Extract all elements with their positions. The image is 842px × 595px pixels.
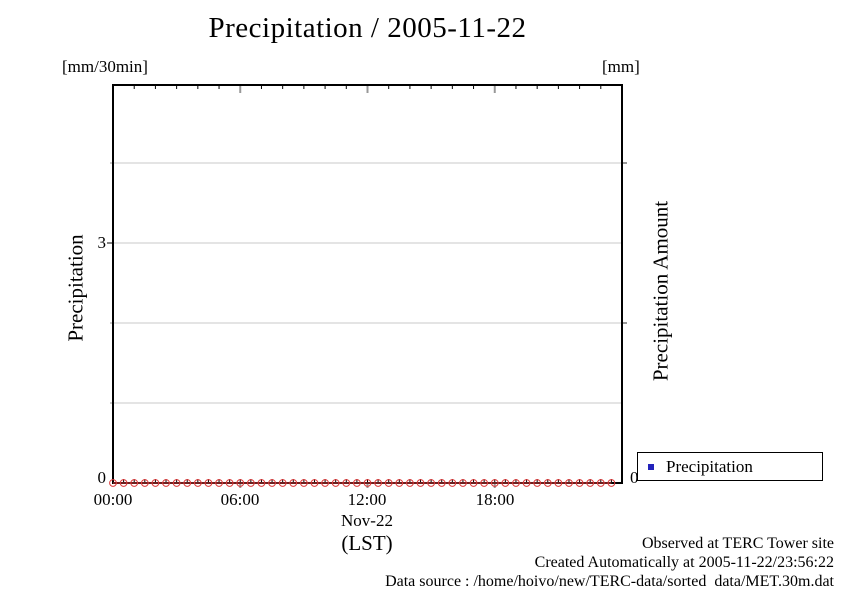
data-point-marker [289, 479, 298, 487]
plot-frame [112, 84, 623, 484]
data-point-marker [331, 479, 340, 487]
data-point-marker [575, 479, 584, 487]
data-point-marker [384, 479, 393, 487]
data-point-marker [130, 479, 139, 487]
x-axis-date-label: Nov-22 [341, 511, 393, 530]
x-axis-tick-label-1800: 18:00 [475, 490, 515, 509]
x-axis-tick-label-0000: 00:00 [93, 490, 133, 509]
data-point-marker [268, 479, 276, 487]
footer-observed-line: Observed at TERC Tower site [641, 535, 834, 552]
data-point-marker [501, 479, 510, 487]
data-point-marker [469, 479, 478, 487]
left-axis-unit: [mm/30min] [62, 57, 148, 76]
data-point-marker [299, 479, 308, 487]
x-axis-tick-label-1200: 12:00 [347, 490, 387, 509]
data-point-marker [310, 479, 319, 487]
data-point-marker [172, 479, 181, 487]
x-axis-tick-label-0600: 06:00 [220, 490, 260, 509]
data-point-marker [437, 479, 446, 487]
right-axis-title: Precipitation Amount [648, 200, 673, 382]
data-point-marker [522, 479, 531, 487]
data-point-marker [342, 479, 351, 487]
chart-title: Precipitation / 2005-11-22 [208, 12, 527, 44]
data-point-marker [448, 479, 457, 487]
data-point-marker [321, 479, 329, 487]
data-point-marker [512, 479, 520, 487]
data-point-marker [109, 479, 117, 487]
data-point-marker [363, 479, 372, 487]
y-axis-tick-label-0: 0 [97, 468, 107, 487]
footer-annotations: Observed at TERC Tower site Created Auto… [385, 534, 834, 591]
data-point-marker [490, 479, 499, 487]
footer-created-line: Created Automatically at 2005-11-22/23:5… [534, 554, 834, 571]
data-point-marker [193, 479, 202, 487]
legend-marker-swatch [648, 463, 654, 470]
right-axis-unit: [mm] [602, 57, 640, 76]
data-point-marker [416, 479, 425, 487]
data-point-marker [607, 479, 616, 487]
data-point-marker [246, 479, 255, 487]
data-point-marker [257, 479, 266, 487]
data-point-marker [140, 479, 149, 487]
data-point-marker [533, 479, 542, 487]
data-point-marker [278, 479, 287, 487]
footer-datasource-line: Data source : /home/hoivo/new/TERC-data/… [385, 573, 834, 590]
data-point-marker [480, 479, 489, 487]
data-point-marker [596, 479, 605, 487]
data-point-marker [236, 479, 245, 487]
data-point-marker [543, 479, 552, 487]
data-point-marker [204, 479, 213, 487]
data-point-marker [395, 479, 404, 487]
legend-box: Precipitation [637, 452, 823, 481]
data-point-marker [162, 479, 170, 487]
right-axis-tick-label-0: 0 [630, 468, 639, 487]
data-point-marker [225, 479, 234, 487]
data-point-marker [183, 479, 192, 487]
data-point-marker [352, 479, 361, 487]
data-point-marker [151, 479, 160, 487]
data-point-marker [406, 479, 414, 487]
data-point-marker [459, 479, 467, 487]
legend-series-label: Precipitation [666, 456, 753, 476]
data-point-marker [565, 479, 573, 487]
data-point-marker [586, 479, 595, 487]
data-point-marker [374, 479, 383, 487]
data-point-marker [554, 479, 563, 487]
data-point-marker [427, 479, 436, 487]
data-point-marker [215, 479, 223, 487]
x-axis-timezone-label: (LST) [341, 531, 393, 555]
data-point-marker [119, 479, 128, 487]
y-axis-tick-label-3: 3 [97, 233, 107, 252]
